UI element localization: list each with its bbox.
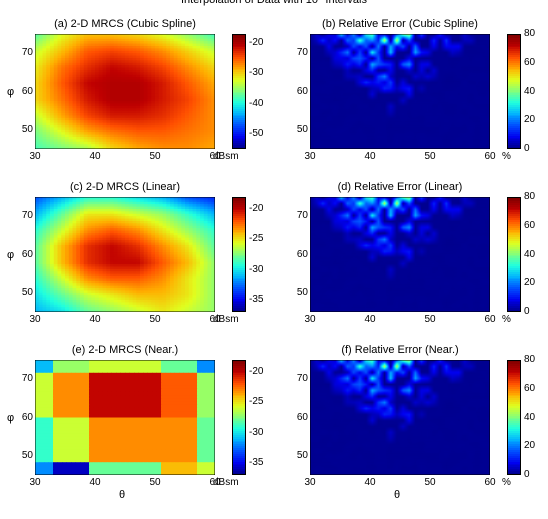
colorbar-tick: -35 (249, 294, 263, 305)
y-tick: 60 (15, 86, 33, 97)
unit-right: % (502, 151, 511, 162)
y-axis-label: φ (7, 249, 14, 261)
y-tick: 50 (290, 287, 308, 298)
x-tick: 40 (87, 477, 103, 488)
colorbar-tick: -20 (249, 37, 263, 48)
panel-title-b: (b) Relative Error (Cubic Spline) (310, 18, 490, 30)
plot-b (310, 34, 490, 149)
colorbar-tick: 40 (524, 86, 535, 97)
y-tick: 50 (15, 124, 33, 135)
y-tick: 50 (290, 450, 308, 461)
y-tick: 60 (15, 249, 33, 260)
x-tick: 50 (147, 314, 163, 325)
plot-f (310, 360, 490, 475)
panel-title-c: (c) 2-D MRCS (Linear) (35, 181, 215, 193)
colorbar-tick: 0 (524, 143, 530, 154)
colorbar-tick: 40 (524, 249, 535, 260)
y-tick: 70 (290, 210, 308, 221)
colorbar-tick: -35 (249, 457, 263, 468)
x-tick: 30 (302, 314, 318, 325)
colorbar-tick: 80 (524, 28, 535, 39)
colorbar-tick: -30 (249, 67, 263, 78)
x-tick: 60 (482, 477, 498, 488)
plot-c (35, 197, 215, 312)
unit-left: dBsm (213, 314, 239, 325)
plot-d (310, 197, 490, 312)
x-tick: 60 (482, 151, 498, 162)
colorbar: 020406080 (507, 360, 521, 475)
y-tick: 50 (15, 450, 33, 461)
y-axis-label: φ (7, 412, 14, 424)
y-tick: 70 (290, 373, 308, 384)
colorbar-tick: 20 (524, 277, 535, 288)
colorbar-tick: 20 (524, 440, 535, 451)
colorbar: -35-30-25-20 (232, 360, 246, 475)
x-tick: 30 (27, 314, 43, 325)
y-tick: 50 (15, 287, 33, 298)
y-tick: 60 (15, 412, 33, 423)
x-tick: 30 (302, 151, 318, 162)
plot-a (35, 34, 215, 149)
y-axis-label: φ (7, 86, 14, 98)
x-tick: 40 (362, 477, 378, 488)
x-tick: 30 (27, 477, 43, 488)
colorbar-tick: 60 (524, 220, 535, 231)
x-tick: 50 (422, 151, 438, 162)
colorbar-tick: 80 (524, 191, 535, 202)
colorbar-tick: 0 (524, 469, 530, 480)
x-tick: 40 (362, 314, 378, 325)
colorbar-tick: 80 (524, 354, 535, 365)
y-tick: 70 (15, 373, 33, 384)
colorbar-tick: -40 (249, 98, 263, 109)
colorbar: -50-40-30-20 (232, 34, 246, 149)
y-tick: 60 (290, 249, 308, 260)
y-tick: 70 (15, 210, 33, 221)
colorbar: -35-30-25-20 (232, 197, 246, 312)
x-tick: 30 (302, 477, 318, 488)
x-axis-label: θ (394, 489, 400, 501)
x-tick: 40 (362, 151, 378, 162)
colorbar: 020406080 (507, 197, 521, 312)
colorbar-tick: 60 (524, 57, 535, 68)
colorbar-tick: 20 (524, 114, 535, 125)
colorbar-tick: 60 (524, 383, 535, 394)
colorbar: 020406080 (507, 34, 521, 149)
colorbar-tick: -20 (249, 203, 263, 214)
y-tick: 50 (290, 124, 308, 135)
colorbar-tick: 40 (524, 412, 535, 423)
y-tick: 60 (290, 86, 308, 97)
x-tick: 60 (482, 314, 498, 325)
figure-title: Interpolation of Data with 10° Intervals (0, 0, 548, 6)
colorbar-tick: -50 (249, 128, 263, 139)
x-tick: 50 (422, 477, 438, 488)
x-tick: 40 (87, 314, 103, 325)
unit-left: dBsm (213, 477, 239, 488)
colorbar-tick: -30 (249, 264, 263, 275)
colorbar-tick: -30 (249, 427, 263, 438)
x-tick: 50 (147, 477, 163, 488)
panel-title-a: (a) 2-D MRCS (Cubic Spline) (35, 18, 215, 30)
x-tick: 30 (27, 151, 43, 162)
colorbar-tick: -25 (249, 396, 263, 407)
unit-right: % (502, 314, 511, 325)
x-tick: 50 (422, 314, 438, 325)
x-tick: 40 (87, 151, 103, 162)
y-tick: 60 (290, 412, 308, 423)
colorbar-tick: -25 (249, 233, 263, 244)
plot-e (35, 360, 215, 475)
colorbar-tick: -20 (249, 366, 263, 377)
y-tick: 70 (15, 47, 33, 58)
x-axis-label: θ (119, 489, 125, 501)
colorbar-tick: 0 (524, 306, 530, 317)
y-tick: 70 (290, 47, 308, 58)
x-tick: 50 (147, 151, 163, 162)
panel-title-e: (e) 2-D MRCS (Near.) (35, 344, 215, 356)
unit-left: dBsm (213, 151, 239, 162)
unit-right: % (502, 477, 511, 488)
panel-title-f: (f) Relative Error (Near.) (310, 344, 490, 356)
panel-title-d: (d) Relative Error (Linear) (310, 181, 490, 193)
